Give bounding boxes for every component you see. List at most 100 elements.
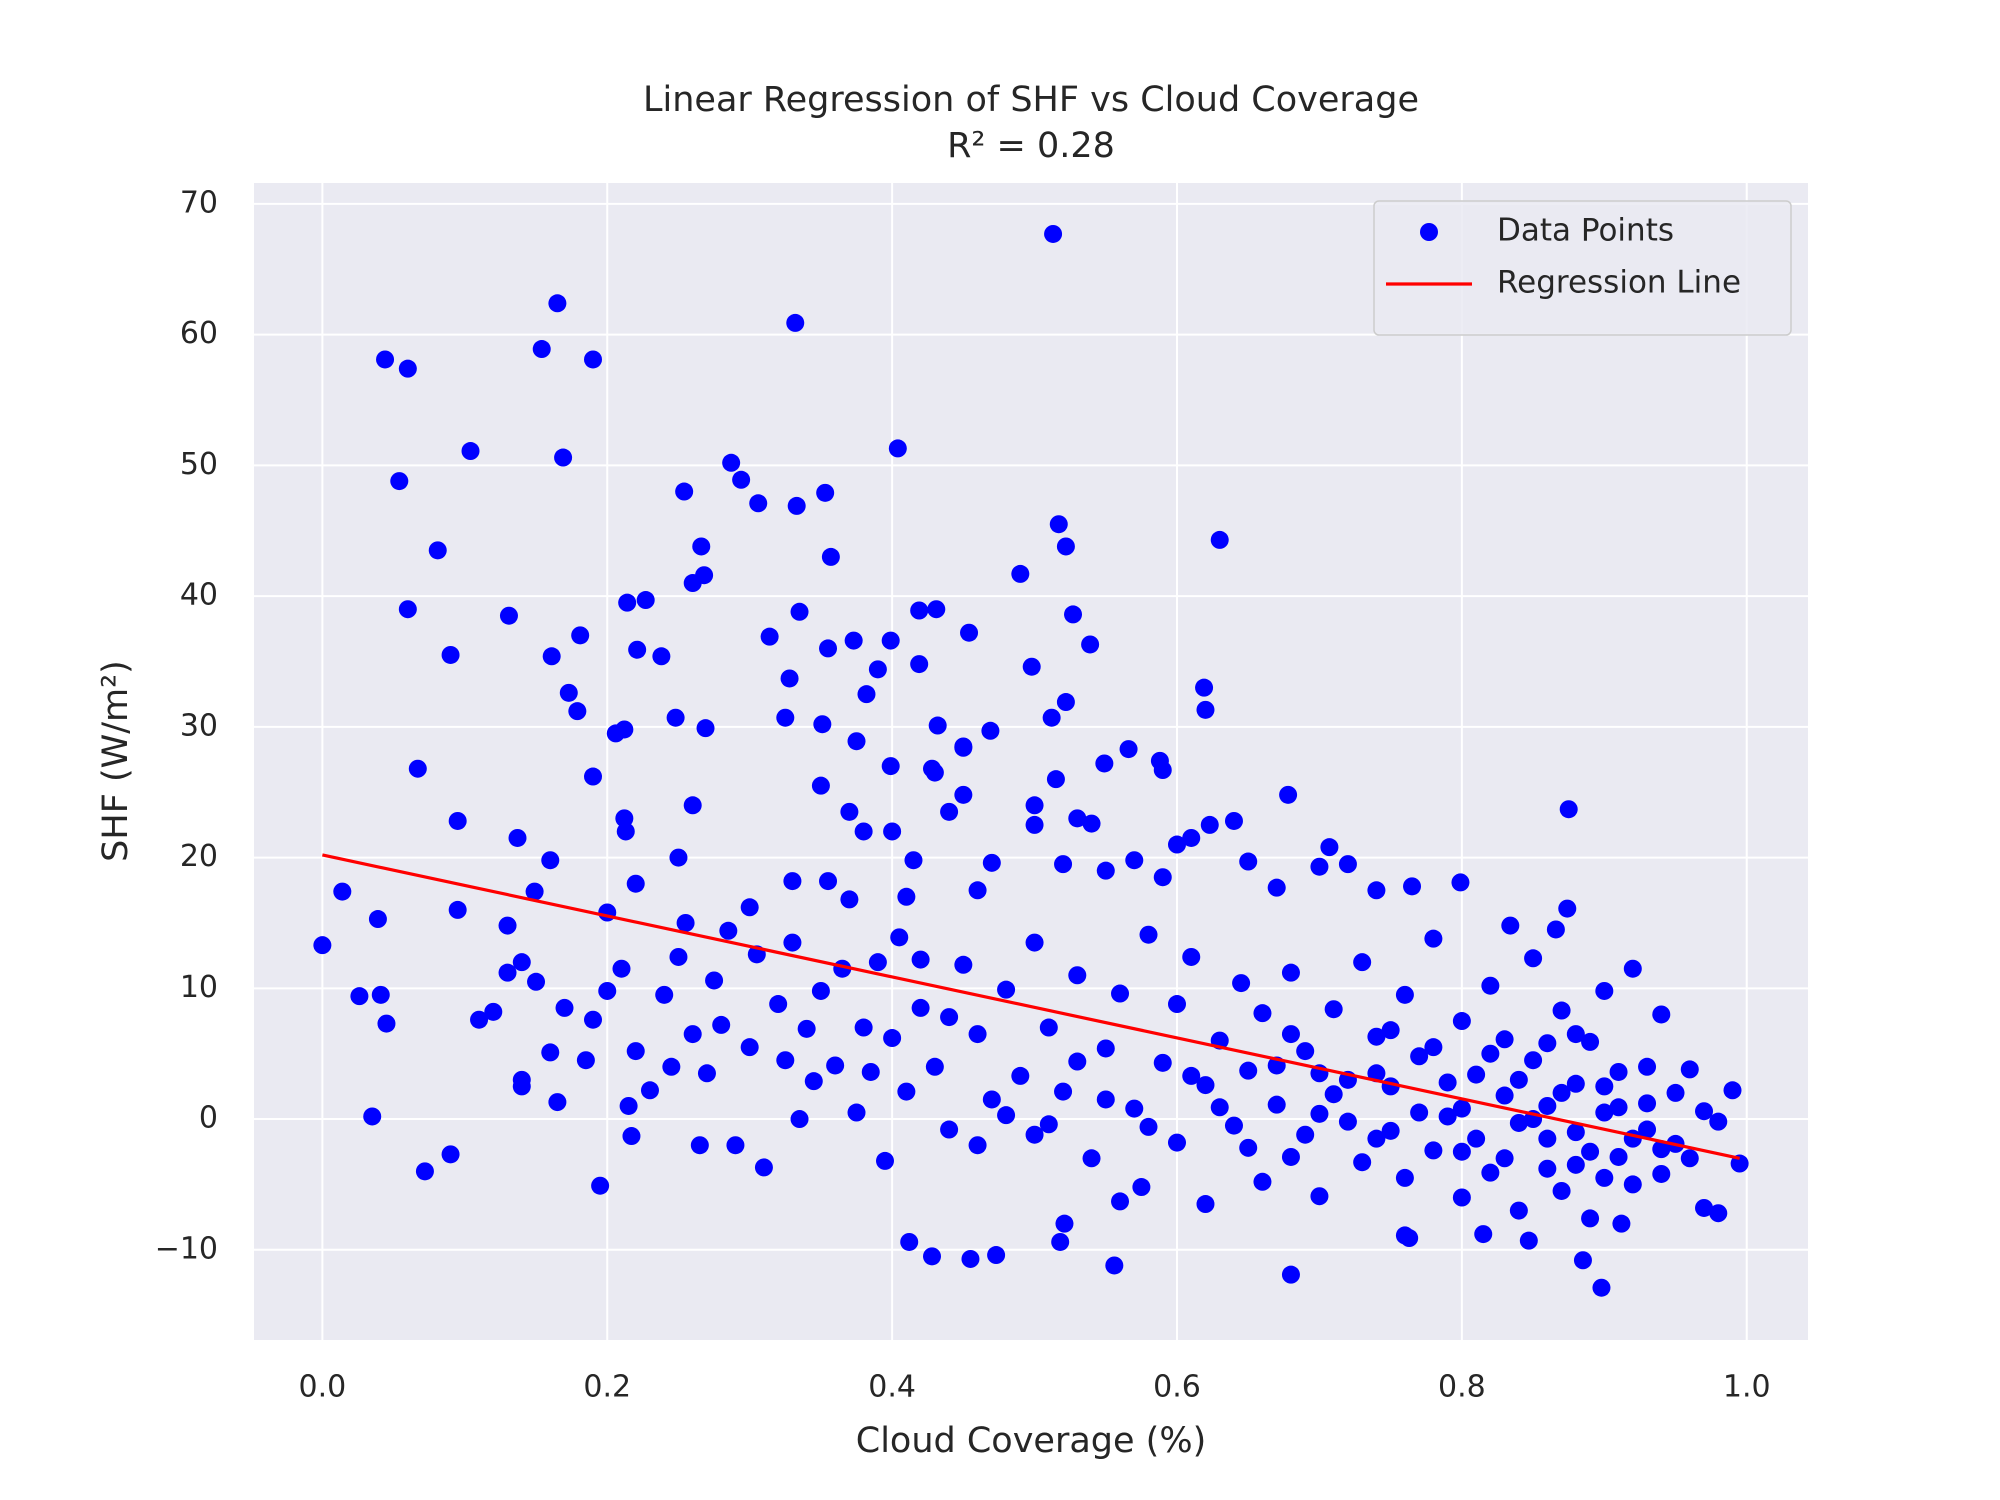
data-point: [1381, 1021, 1400, 1040]
data-point: [786, 313, 805, 332]
data-point: [1210, 530, 1229, 549]
data-point: [1153, 868, 1172, 887]
data-point: [776, 1051, 795, 1070]
data-point: [1612, 1214, 1631, 1233]
data-point: [732, 470, 751, 489]
data-point: [690, 1136, 709, 1155]
data-point: [876, 1151, 895, 1170]
data-point: [925, 1057, 944, 1076]
data-point: [1281, 963, 1300, 982]
data-point: [541, 851, 560, 870]
data-point: [1424, 929, 1443, 948]
data-point: [883, 822, 902, 841]
data-point: [1182, 828, 1201, 847]
data-point: [696, 719, 715, 738]
data-point: [1025, 933, 1044, 952]
x-tick-label: 1.0: [1723, 1370, 1771, 1405]
data-point: [1039, 1115, 1058, 1134]
data-point: [619, 1096, 638, 1115]
data-point: [813, 715, 832, 734]
data-point: [811, 981, 830, 1000]
data-point: [1592, 1278, 1611, 1297]
data-point: [840, 890, 859, 909]
data-point: [1239, 852, 1258, 871]
legend-label: Data Points: [1497, 213, 1674, 249]
data-point: [415, 1162, 434, 1181]
data-point: [1139, 925, 1158, 944]
data-point: [911, 950, 930, 969]
y-tick-label: 0: [199, 1101, 218, 1136]
data-point: [1581, 1209, 1600, 1228]
data-point: [636, 591, 655, 610]
data-point: [669, 947, 688, 966]
data-point: [1281, 1025, 1300, 1044]
data-point: [390, 472, 409, 491]
data-point: [719, 921, 738, 940]
data-point: [376, 350, 395, 369]
data-point: [987, 1246, 1006, 1265]
data-point: [499, 606, 518, 625]
data-point: [1438, 1073, 1457, 1092]
data-point: [666, 708, 685, 727]
data-point: [568, 702, 587, 721]
data-point: [1025, 1125, 1044, 1144]
data-point: [1438, 1107, 1457, 1126]
data-point: [854, 822, 873, 841]
data-point: [1367, 1064, 1386, 1083]
data-point: [368, 910, 387, 929]
data-point: [441, 645, 460, 664]
data-point: [1424, 1141, 1443, 1160]
data-point: [790, 602, 809, 621]
data-point: [1279, 785, 1298, 804]
data-point: [881, 631, 900, 650]
data-point: [1495, 1086, 1514, 1105]
data-point: [1051, 1232, 1070, 1251]
data-point: [897, 887, 916, 906]
data-point: [1538, 1159, 1557, 1178]
data-point: [1095, 754, 1114, 773]
data-point: [1119, 740, 1138, 759]
data-point: [1296, 1125, 1315, 1144]
data-point: [626, 874, 645, 893]
data-point: [1338, 855, 1357, 874]
data-point: [1167, 995, 1186, 1014]
legend-marker: [1420, 223, 1438, 241]
data-point: [441, 1145, 460, 1164]
data-point: [923, 1247, 942, 1266]
data-point: [1509, 1113, 1528, 1132]
data-point: [1167, 835, 1186, 854]
x-tick-label: 0.4: [868, 1370, 916, 1405]
data-point: [712, 1015, 731, 1034]
legend-label: Regression Line: [1497, 265, 1741, 301]
data-point: [598, 981, 617, 1000]
x-tick-label: 0.2: [583, 1370, 631, 1405]
data-point: [1730, 1154, 1749, 1173]
data-point: [1609, 1062, 1628, 1081]
data-point: [1253, 1172, 1272, 1191]
legend-box: [1373, 200, 1792, 336]
data-point: [1595, 981, 1614, 1000]
data-point: [910, 655, 929, 674]
data-point: [548, 1093, 567, 1112]
data-point: [997, 980, 1016, 999]
ticks: 0.0 0.2 0.4 0.6 0.8 1.0 −10 0 10 20 30 40 50 60 70: [155, 185, 1771, 1404]
data-point: [448, 900, 467, 919]
data-point: [1281, 1265, 1300, 1284]
data-point: [428, 541, 447, 560]
data-point: [1573, 1251, 1592, 1270]
data-point: [695, 566, 714, 585]
data-point: [1068, 966, 1087, 985]
data-point: [683, 796, 702, 815]
data-point: [1552, 1181, 1571, 1200]
data-point: [1056, 537, 1075, 556]
data-point: [790, 1110, 809, 1129]
data-point: [1581, 1032, 1600, 1051]
marks: [313, 224, 1749, 1297]
data-point: [692, 537, 711, 556]
grid: [254, 183, 1808, 1340]
data-point: [1039, 1018, 1058, 1037]
data-point: [1723, 1081, 1742, 1100]
data-point: [1395, 1168, 1414, 1187]
data-point: [1680, 1060, 1699, 1079]
data-point: [1546, 920, 1565, 939]
